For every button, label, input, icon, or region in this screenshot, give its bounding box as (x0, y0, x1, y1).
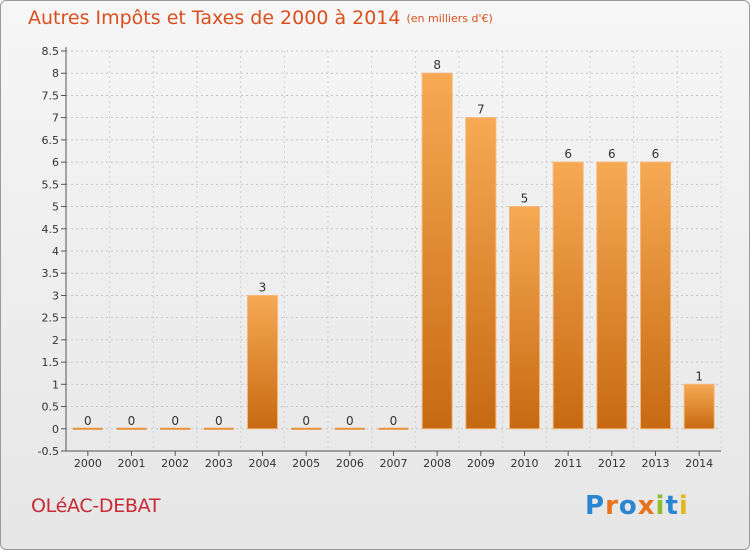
logo-letter: o (618, 491, 638, 521)
y-tick-label: 0.5 (42, 401, 60, 414)
data-label: 3 (259, 280, 267, 294)
data-label: 8 (433, 58, 441, 72)
bar (203, 427, 234, 430)
data-label: 6 (564, 147, 572, 161)
x-tick-label: 2012 (598, 457, 626, 470)
data-label: 6 (608, 147, 616, 161)
data-label: 6 (652, 147, 660, 161)
y-tick-label: 5 (52, 201, 59, 214)
logo-letter: i (655, 491, 666, 521)
data-label: 0 (171, 414, 179, 428)
x-tick-label: 2002 (161, 457, 189, 470)
y-tick-label: 2 (52, 334, 59, 347)
bar (334, 427, 365, 430)
x-tick-label: 2001 (118, 457, 146, 470)
bar (640, 161, 671, 430)
data-label: 5 (521, 192, 529, 206)
y-tick-label: 1 (52, 378, 59, 391)
x-tick-label: 2006 (336, 457, 364, 470)
y-tick-label: 8.5 (42, 45, 60, 58)
y-tick-label: 3 (52, 289, 59, 302)
data-label: 0 (302, 414, 310, 428)
bar (465, 117, 497, 430)
x-tick-label: 2003 (205, 457, 233, 470)
bar (247, 294, 278, 430)
bar (421, 72, 453, 430)
y-tick-label: 4 (52, 245, 59, 258)
data-label: 0 (84, 414, 92, 428)
x-tick-label: 2007 (380, 457, 408, 470)
x-tick-label: 2005 (292, 457, 320, 470)
y-tick-label: 7.5 (42, 89, 60, 102)
logo-letter: r (605, 491, 619, 521)
bars (72, 72, 715, 430)
data-label: 0 (390, 414, 398, 428)
commune-name: OLéAC-DEBAT (31, 495, 161, 517)
x-tick-label: 2014 (685, 457, 713, 470)
axes (61, 47, 721, 456)
chart-title: Autres Impôts et Taxes de 2000 à 2014 (28, 7, 401, 29)
data-label: 1 (695, 369, 703, 383)
data-labels: 0 0 0 0 3 0 0 0 8 7 5 6 6 6 1 (84, 58, 703, 428)
logo-letter: x (637, 491, 656, 521)
y-tick-label: 5.5 (42, 178, 60, 191)
x-tick-label: 2010 (511, 457, 539, 470)
logo-letter: P (585, 491, 606, 521)
bar (596, 161, 628, 430)
bar (378, 427, 409, 430)
logo-letter: i (678, 491, 689, 521)
bar (291, 427, 322, 430)
y-tick-label: 3.5 (42, 267, 60, 280)
bar (72, 427, 103, 430)
bar (160, 427, 191, 430)
bar (509, 206, 540, 430)
x-tick-labels: 2000 2001 2002 2003 2004 2005 2006 2007 2008 2009… (74, 457, 713, 470)
x-tick-label: 2000 (74, 457, 102, 470)
x-tick-label: 2004 (249, 457, 277, 470)
y-tick-label: 0 (52, 423, 59, 436)
bar (116, 427, 147, 430)
chart-subtitle: (en milliers d'€) (406, 12, 493, 25)
data-label: 0 (215, 414, 223, 428)
chart-title-block: Autres Impôts et Taxes de 2000 à 2014 (en… (28, 7, 493, 29)
y-tick-label: 6 (52, 156, 59, 169)
y-tick-label: 6.5 (42, 134, 60, 147)
x-tick-label: 2013 (642, 457, 670, 470)
x-tick-label: 2011 (554, 457, 582, 470)
y-tick-label: -0.5 (38, 445, 59, 458)
x-tick-label: 2008 (423, 457, 451, 470)
y-tick-label: 8 (52, 67, 59, 80)
y-tick-label: 7 (52, 112, 59, 125)
bar (552, 161, 584, 430)
data-label: 0 (128, 414, 136, 428)
data-label: 7 (477, 103, 485, 117)
proxiti-logo: Proxiti (585, 491, 689, 521)
logo-letter: t (665, 491, 679, 521)
y-tick-labels: -0.5 0 0.5 1 1.5 2 2.5 3 3.5 4 4.5 5 5.5 6 6.5 7 7.5 8 8.5 (38, 45, 59, 458)
y-tick-label: 4.5 (42, 223, 60, 236)
x-tick-label: 2009 (467, 457, 495, 470)
data-label: 0 (346, 414, 354, 428)
y-tick-label: 1.5 (42, 356, 60, 369)
y-tick-label: 2.5 (42, 312, 60, 325)
bar (683, 383, 715, 430)
